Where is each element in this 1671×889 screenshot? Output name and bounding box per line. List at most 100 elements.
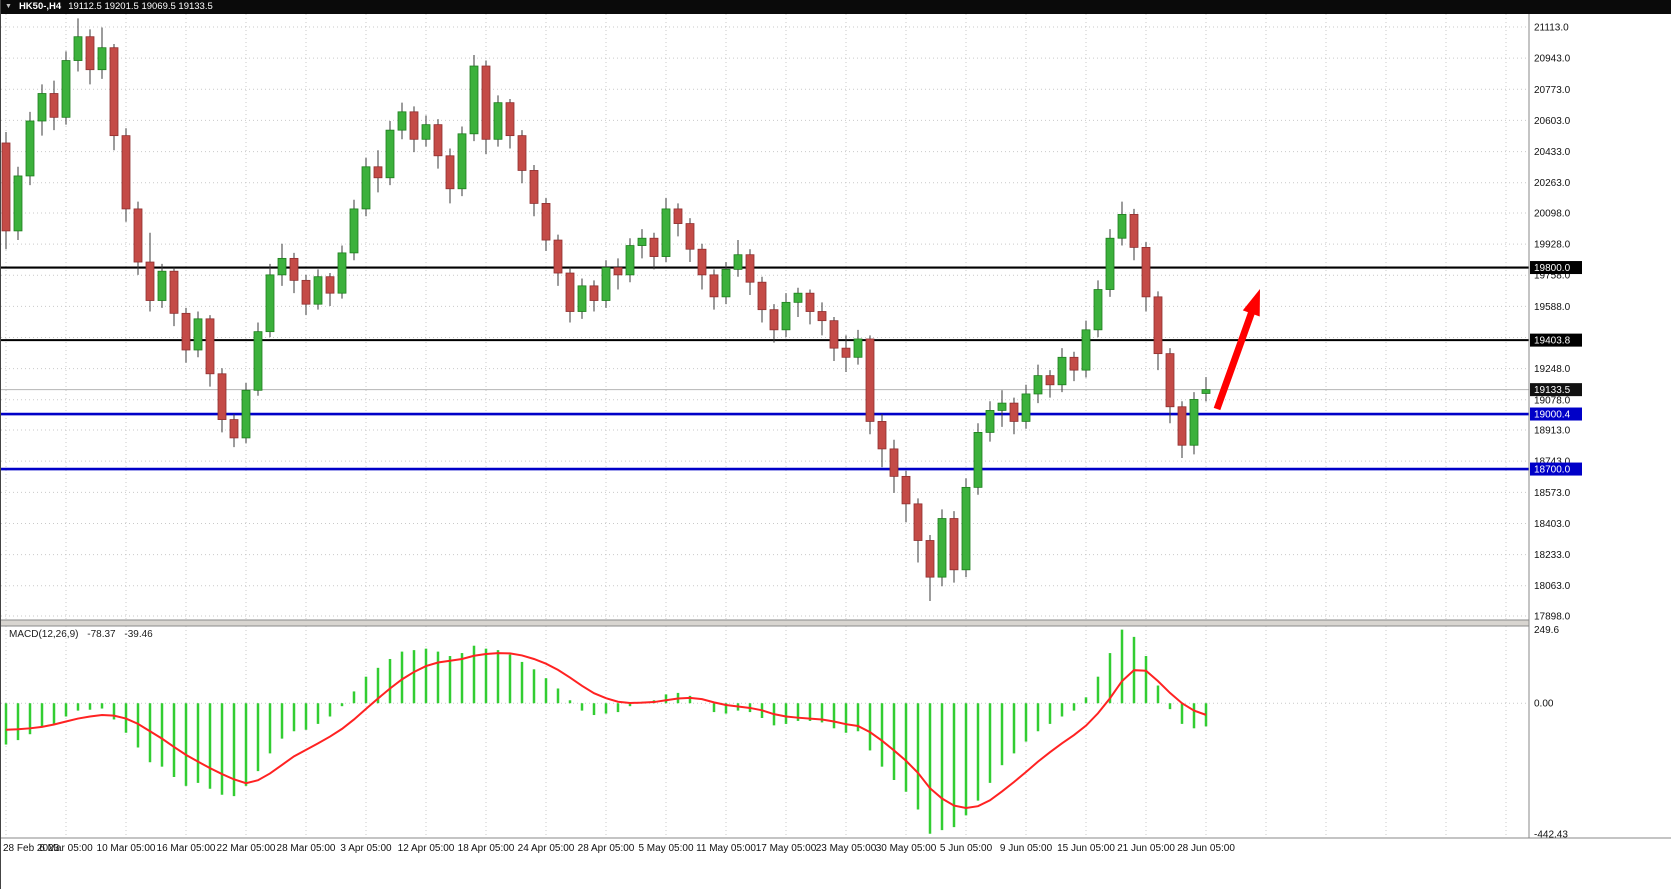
bear-candle <box>541 203 551 241</box>
bear-candle <box>817 311 827 322</box>
bull-candle <box>601 267 611 301</box>
bear-candle <box>325 276 335 294</box>
bear-candle <box>121 135 131 210</box>
bull-candle <box>577 285 587 312</box>
bear-candle <box>757 281 767 311</box>
price-tick-label: 21113.0 <box>1534 23 1569 34</box>
macd-layer <box>4 629 1208 834</box>
bull-candle <box>265 274 275 333</box>
date-label: 5 Jun 05:00 <box>940 843 993 854</box>
bear-candle <box>949 518 959 571</box>
price-tick-label: 20433.0 <box>1534 147 1571 158</box>
symbol-ohlc-values: 19112.5 19201.5 19069.5 19133.5 <box>68 1 213 12</box>
bear-candle <box>913 503 923 541</box>
bull-candle <box>97 47 107 71</box>
chart-area[interactable] <box>1 14 1529 620</box>
bear-candle <box>709 274 719 298</box>
price-level-badge <box>1530 407 1582 421</box>
macd-name: MACD(12,26,9) <box>9 629 79 640</box>
bear-candle <box>1165 353 1175 408</box>
date-label: 28 Mar 05:00 <box>277 843 336 854</box>
bear-candle <box>481 65 491 140</box>
bull-candle <box>625 245 635 276</box>
price-level-badge <box>1530 333 1582 347</box>
price-tick-label: 20263.0 <box>1534 178 1571 189</box>
trend-arrow[interactable] <box>1213 289 1260 411</box>
macd-signal-value: -39.46 <box>124 629 153 640</box>
bull-candle <box>1057 356 1067 386</box>
price-tick-label: 19758.0 <box>1534 271 1571 282</box>
bear-candle <box>229 419 239 439</box>
bull-candle <box>1117 214 1127 239</box>
price-tick-label: 18403.0 <box>1534 519 1571 530</box>
bear-candle <box>301 279 311 305</box>
bull-candle <box>349 208 359 254</box>
current-price-badge <box>1530 383 1582 397</box>
bear-candle <box>517 135 527 171</box>
macd-signal-line <box>5 652 1207 809</box>
panel-separator[interactable] <box>1 620 1671 626</box>
bear-candle <box>145 261 155 301</box>
macd-tick-label: -442.43 <box>1534 829 1568 840</box>
bull-candle <box>1105 237 1115 290</box>
bear-candle <box>1045 375 1055 386</box>
date-label: 28 Feb 2023 <box>3 843 60 854</box>
price-axis-area[interactable] <box>1529 14 1671 838</box>
symbol-timeframe-label: HK50-,H4 <box>18 1 62 12</box>
price-tick-label: 20943.0 <box>1534 54 1571 65</box>
bull-candle <box>793 292 803 303</box>
date-label: 11 May 05:00 <box>696 843 756 854</box>
date-label: 30 May 05:00 <box>876 843 937 854</box>
bear-candle <box>565 272 575 312</box>
price-tick-label: 18233.0 <box>1534 550 1571 561</box>
bull-candle <box>385 129 395 179</box>
bear-candle <box>1177 406 1187 446</box>
bull-candle <box>1093 289 1103 331</box>
price-level-badge <box>1530 261 1582 275</box>
bear-candle <box>901 475 911 505</box>
bull-candle <box>997 402 1007 411</box>
macd-panel-area[interactable] <box>1 626 1529 838</box>
bear-candle <box>589 285 599 301</box>
trend-arrow-shaft <box>1213 302 1259 411</box>
price-level-badge-text: 19000.4 <box>1534 410 1571 421</box>
price-tick-label: 17898.0 <box>1534 611 1571 622</box>
price-level-badge <box>1530 462 1582 476</box>
bull-candle <box>637 237 647 246</box>
date-label: 5 May 05:00 <box>638 843 693 854</box>
bull-candle <box>61 60 71 118</box>
bull-candle <box>493 102 503 140</box>
bull-candle <box>421 124 431 140</box>
bear-candle <box>169 270 179 314</box>
bear-candle <box>829 320 839 349</box>
symbol-info-bar: ▼ HK50-,H4 19112.5 19201.5 19069.5 19133… <box>1 0 1671 14</box>
bear-candle <box>85 36 95 71</box>
macd-tick-label: 0.00 <box>1534 699 1554 710</box>
bull-candle <box>781 301 791 331</box>
date-label: 16 Mar 05:00 <box>157 843 216 854</box>
bear-candle <box>865 338 875 422</box>
symbol-dropdown-icon[interactable]: ▼ <box>5 3 12 10</box>
date-label: 24 Apr 05:00 <box>518 843 575 854</box>
bull-candle <box>157 270 167 301</box>
bull-candle <box>361 166 371 210</box>
bear-candle <box>1141 246 1151 298</box>
bull-candle <box>961 486 971 571</box>
date-label: 21 Jun 05:00 <box>1117 843 1175 854</box>
price-tick-label: 20773.0 <box>1534 85 1571 96</box>
date-label: 28 Jun 05:00 <box>1177 843 1235 854</box>
price-tick-label: 19248.0 <box>1534 364 1571 375</box>
date-label: 15 Jun 05:00 <box>1057 843 1115 854</box>
bear-candle <box>49 93 59 118</box>
bear-candle <box>289 257 299 281</box>
date-label: 23 May 05:00 <box>816 843 877 854</box>
bear-candle <box>133 208 143 263</box>
bull-candle <box>469 65 479 135</box>
bull-candle <box>721 268 731 298</box>
macd-tick-label: 249.6 <box>1534 625 1559 636</box>
bull-candle <box>37 93 47 122</box>
